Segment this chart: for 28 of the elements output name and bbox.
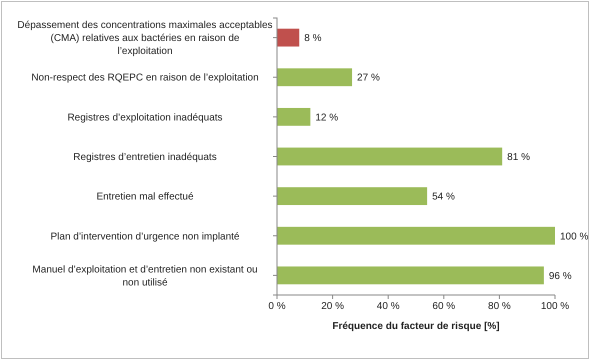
y-tick-label: Registres d’exploitation inadéquats (67, 112, 223, 124)
y-tick-label: Entretien mal effectué (96, 192, 194, 203)
x-tick-label: 100 % (540, 301, 570, 312)
x-tick-label: 20 % (321, 301, 344, 312)
x-tick-label: 60 % (432, 301, 456, 312)
data-label: 8 % (304, 33, 322, 44)
data-label: 100 % (560, 231, 588, 242)
y-tick-label: Plan d’intervention d’urgence non implanté (50, 231, 240, 242)
y-tick-label: Registres d’entretien inadéquats (73, 152, 217, 163)
data-label: 96 % (548, 270, 572, 282)
x-tick-label: 40 % (376, 301, 400, 312)
y-tick-label: Manuel d’exploitation et d’entretien non existant ou non utilisé (32, 264, 258, 288)
bar (277, 68, 352, 86)
bar (277, 148, 502, 166)
bar (277, 187, 428, 206)
x-axis-title: Fréquence du facteur de risque [%] (332, 321, 500, 332)
data-label: 54 % (432, 192, 456, 203)
x-tick-label: 80 % (488, 301, 511, 312)
bar (277, 266, 544, 284)
bar (277, 28, 300, 47)
bar (277, 108, 310, 126)
y-tick-label: Dépassement des concentrations maximales acceptables (CMA) relatives aux bactéries en raison de l’exploitation (17, 20, 273, 58)
data-label: 27 % (357, 72, 380, 84)
x-tick-label: 0 % (268, 301, 286, 312)
y-tick-label: Non-respect des RQEPC en raison de l’exploitation (31, 72, 259, 84)
data-label: 12 % (315, 112, 338, 124)
bar (277, 226, 555, 245)
data-label: 81 % (507, 152, 530, 163)
